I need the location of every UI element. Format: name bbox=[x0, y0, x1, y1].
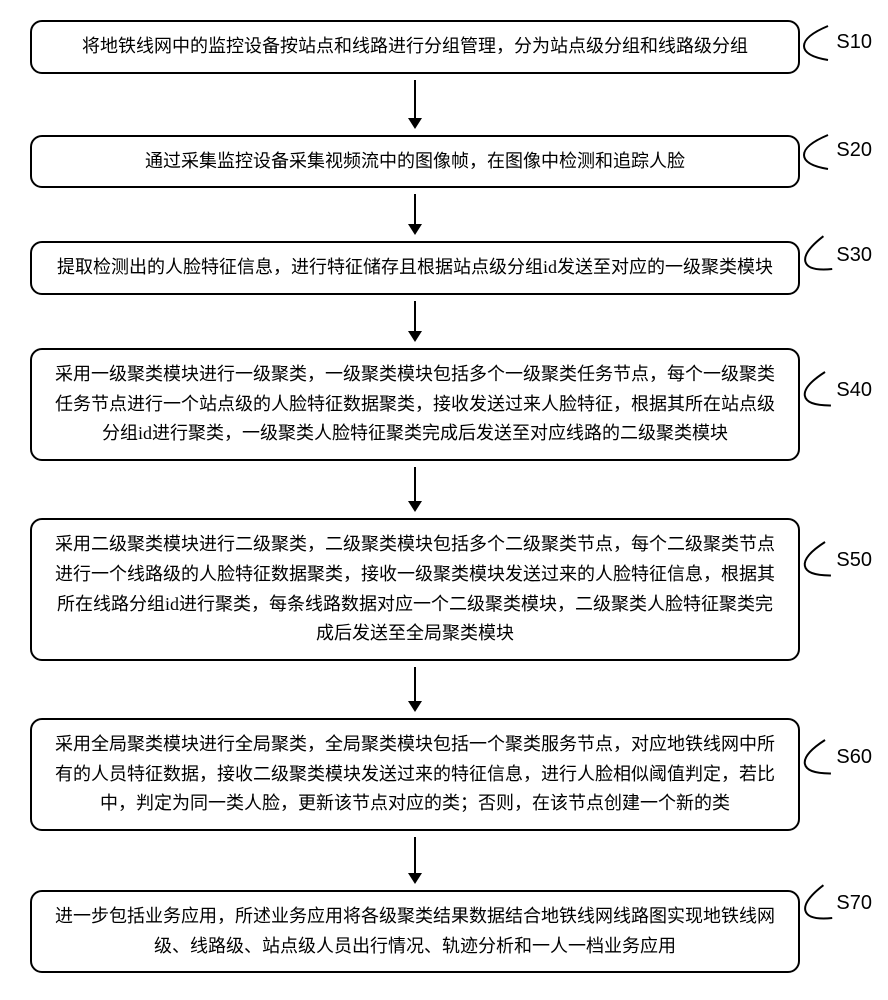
step-label-s30: S30 bbox=[796, 235, 872, 275]
step-label-text: S70 bbox=[836, 892, 872, 915]
step-label-text: S50 bbox=[836, 549, 872, 572]
step-label-s50: S50 bbox=[796, 540, 872, 580]
arrow-after-s40 bbox=[10, 467, 878, 512]
step-label-s40: S40 bbox=[796, 370, 872, 410]
arrow-after-s50 bbox=[10, 667, 878, 712]
step-label-s20: S20 bbox=[796, 131, 872, 171]
step-box-s20: 通过采集监控设备采集视频流中的图像帧，在图像中检测和追踪人脸 bbox=[30, 135, 800, 189]
step-row-s60: 采用全局聚类模块进行全局聚类，全局聚类模块包括一个聚类服务节点，对应地铁线网中所… bbox=[10, 718, 878, 831]
step-label-text: S60 bbox=[836, 746, 872, 769]
step-label-text: S40 bbox=[836, 379, 872, 402]
flowchart-container: 将地铁线网中的监控设备按站点和线路进行分组管理，分为站点级分组和线路级分组 S1… bbox=[10, 20, 878, 973]
step-label-s60: S60 bbox=[796, 738, 872, 778]
arrow-after-s20 bbox=[10, 194, 878, 235]
step-row-s20: 通过采集监控设备采集视频流中的图像帧，在图像中检测和追踪人脸 S20 bbox=[10, 135, 878, 189]
step-box-s50: 采用二级聚类模块进行二级聚类，二级聚类模块包括多个二级聚类节点，每个二级聚类节点… bbox=[30, 518, 800, 661]
step-row-s50: 采用二级聚类模块进行二级聚类，二级聚类模块包括多个二级聚类节点，每个二级聚类节点… bbox=[10, 518, 878, 661]
step-box-s70: 进一步包括业务应用，所述业务应用将各级聚类结果数据结合地铁线网线路图实现地铁线网… bbox=[30, 890, 800, 973]
step-box-s30: 提取检测出的人脸特征信息，进行特征储存且根据站点级分组id发送至对应的一级聚类模… bbox=[30, 241, 800, 295]
step-label-text: S30 bbox=[836, 244, 872, 267]
step-label-text: S10 bbox=[836, 31, 872, 54]
step-row-s30: 提取检测出的人脸特征信息，进行特征储存且根据站点级分组id发送至对应的一级聚类模… bbox=[10, 241, 878, 295]
step-box-s40: 采用一级聚类模块进行一级聚类，一级聚类模块包括多个一级聚类任务节点，每个一级聚类… bbox=[30, 348, 800, 461]
step-label-text: S20 bbox=[836, 139, 872, 162]
step-row-s40: 采用一级聚类模块进行一级聚类，一级聚类模块包括多个一级聚类任务节点，每个一级聚类… bbox=[10, 348, 878, 461]
step-row-s70: 进一步包括业务应用，所述业务应用将各级聚类结果数据结合地铁线网线路图实现地铁线网… bbox=[10, 890, 878, 973]
arrow-after-s60 bbox=[10, 837, 878, 884]
step-box-s60: 采用全局聚类模块进行全局聚类，全局聚类模块包括一个聚类服务节点，对应地铁线网中所… bbox=[30, 718, 800, 831]
step-row-s10: 将地铁线网中的监控设备按站点和线路进行分组管理，分为站点级分组和线路级分组 S1… bbox=[10, 20, 878, 74]
step-label-s10: S10 bbox=[796, 22, 872, 62]
arrow-after-s10 bbox=[10, 80, 878, 129]
step-box-s10: 将地铁线网中的监控设备按站点和线路进行分组管理，分为站点级分组和线路级分组 bbox=[30, 20, 800, 74]
step-label-s70: S70 bbox=[796, 884, 872, 924]
arrow-after-s30 bbox=[10, 301, 878, 342]
